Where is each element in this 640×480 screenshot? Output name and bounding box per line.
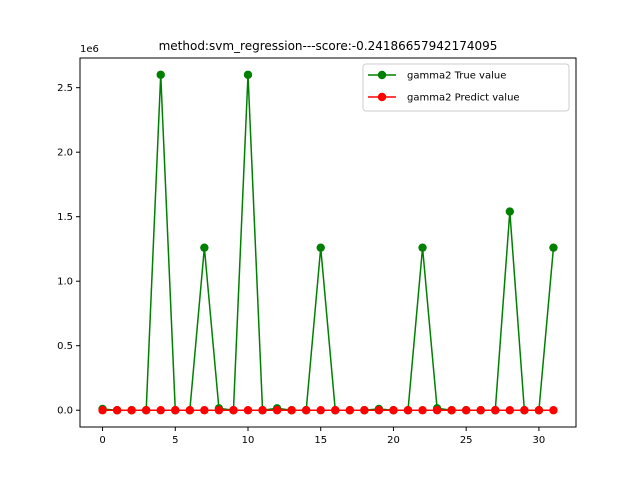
data-point <box>258 406 267 415</box>
data-point <box>243 406 253 415</box>
data-point <box>272 406 282 415</box>
legend-swatch-marker <box>377 70 387 80</box>
data-point <box>374 406 384 415</box>
data-point <box>505 207 515 216</box>
data-point <box>156 406 165 415</box>
data-point <box>403 406 413 415</box>
data-point <box>418 406 427 415</box>
data-point <box>360 406 369 415</box>
data-point <box>141 406 151 415</box>
data-point <box>331 406 340 415</box>
x-tick-label: 25 <box>460 435 473 446</box>
data-point <box>461 406 471 415</box>
x-tick-label: 20 <box>387 435 400 446</box>
series-line <box>102 74 555 412</box>
data-point <box>112 406 122 415</box>
data-point <box>185 406 195 415</box>
data-point <box>200 243 209 252</box>
data-point <box>491 406 500 415</box>
x-tick-label: 5 <box>172 435 178 446</box>
y-tick-label: 1.5 <box>57 212 73 223</box>
x-tick-label: 30 <box>533 435 546 446</box>
data-point <box>127 406 136 415</box>
data-point <box>316 406 325 415</box>
data-point <box>418 243 427 252</box>
data-point <box>389 406 398 415</box>
legend-box <box>362 63 570 112</box>
x-axis: 0 5 10 15 20 25 30 <box>99 427 545 446</box>
data-point <box>476 406 485 415</box>
plot-area-frame <box>79 57 577 428</box>
data-point <box>505 406 515 415</box>
x-tick-label: 10 <box>242 435 255 446</box>
data-point <box>229 406 238 415</box>
series-layer <box>98 70 558 415</box>
y-tick-label: 2.5 <box>57 83 73 94</box>
y-tick-label: 2.0 <box>57 148 73 159</box>
legend: gamma2 True value gamma2 Predict value <box>362 63 570 112</box>
data-point <box>549 406 558 415</box>
data-point <box>345 406 355 415</box>
data-point <box>214 406 224 415</box>
x-tick-label: 15 <box>314 435 327 446</box>
data-point <box>171 406 180 415</box>
series-2 <box>98 406 558 415</box>
y-tick-label: 0.5 <box>57 341 73 352</box>
data-point <box>301 406 311 415</box>
legend-swatch-marker <box>377 92 387 102</box>
data-point <box>200 406 209 415</box>
data-point <box>98 406 107 415</box>
y-axis: 0.0 0.5 1.0 1.5 2.0 2.5 <box>57 83 80 417</box>
series-1 <box>98 70 558 415</box>
data-point <box>447 406 456 415</box>
legend-entry-label: gamma2 Predict value <box>407 93 520 104</box>
data-point <box>316 243 325 252</box>
data-point <box>432 406 442 415</box>
y-scale-label: 1e6 <box>80 44 99 55</box>
chart-title: method:svm_regression---score:-0.2418665… <box>159 39 498 53</box>
y-tick-label: 0.0 <box>57 406 73 417</box>
data-point <box>549 243 558 252</box>
data-point <box>520 406 529 415</box>
data-point <box>534 406 544 415</box>
data-point <box>287 406 296 415</box>
y-tick-label: 1.0 <box>57 277 73 288</box>
data-point <box>243 70 253 79</box>
legend-entry-label: gamma2 True value <box>407 71 506 82</box>
data-point <box>156 70 165 79</box>
x-tick-label: 0 <box>99 435 105 446</box>
